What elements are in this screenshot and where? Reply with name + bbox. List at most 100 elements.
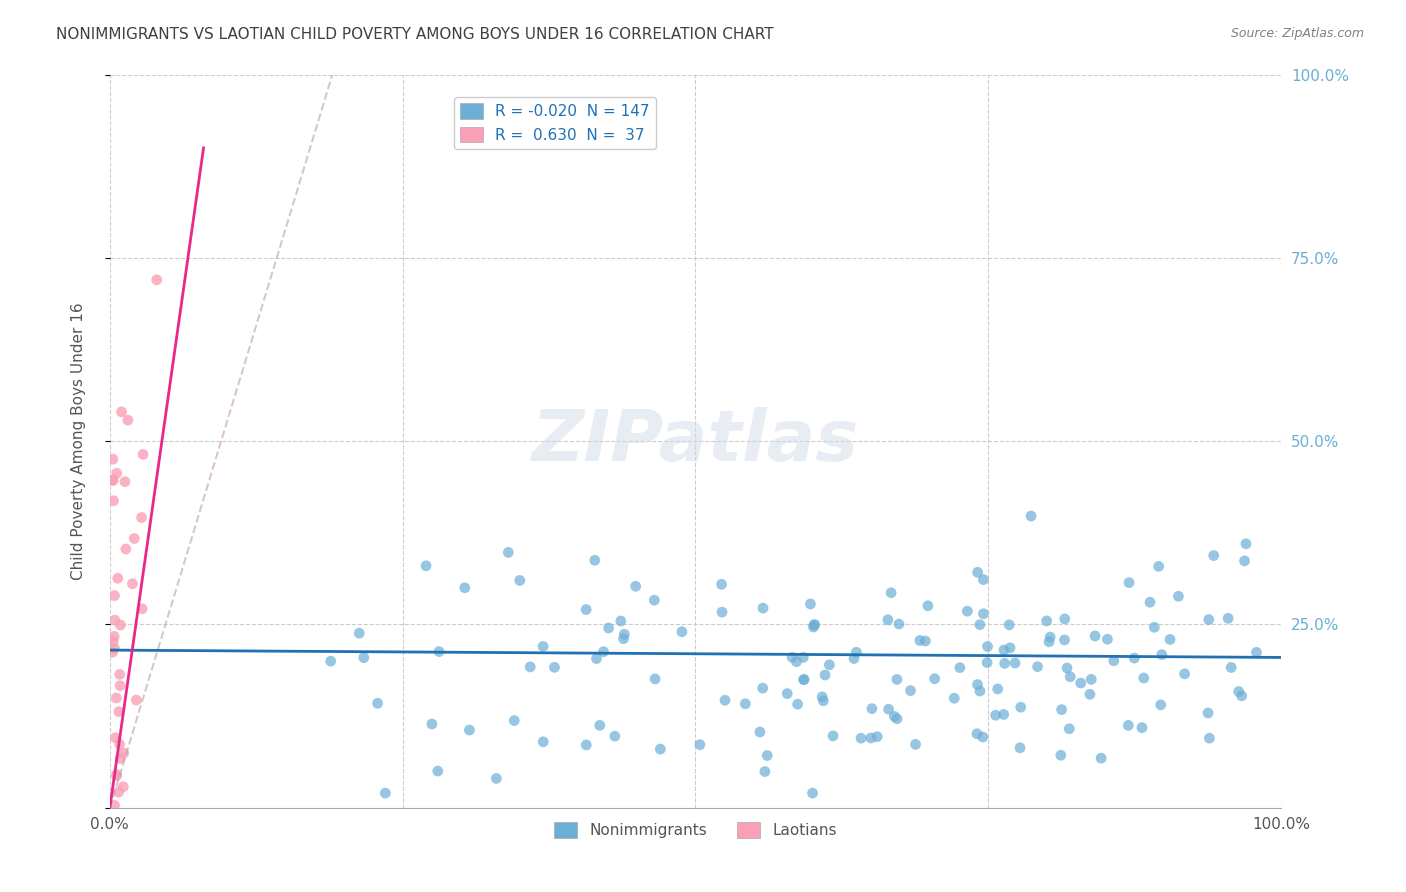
Point [598,621,620,635]
Point [908,633,931,648]
Point [994,657,1017,671]
Point [993,643,1015,657]
Point [792,650,814,665]
Point [426,764,449,778]
Point [101,452,124,467]
Point [966,677,988,691]
Point [1080,673,1102,687]
Point [132,447,155,461]
Point [1198,731,1220,746]
Point [107,785,129,799]
Point [531,640,554,654]
Point [866,730,889,744]
Point [112,746,135,760]
Point [531,735,554,749]
Point [943,691,966,706]
Point [1059,670,1081,684]
Point [1123,651,1146,665]
Point [1084,629,1107,643]
Point [714,693,737,707]
Text: NONIMMIGRANTS VS LAOTIAN CHILD POVERTY AMONG BOYS UNDER 16 CORRELATION CHART: NONIMMIGRANTS VS LAOTIAN CHILD POVERTY A… [56,27,773,42]
Point [1132,671,1154,685]
Point [145,273,167,287]
Point [966,727,988,741]
Point [612,632,634,646]
Point [1053,632,1076,647]
Point [1053,612,1076,626]
Point [603,729,626,743]
Point [900,683,922,698]
Point [101,473,124,487]
Point [814,668,837,682]
Point [103,641,125,656]
Point [592,645,614,659]
Point [114,475,136,489]
Point [125,693,148,707]
Point [131,510,153,524]
Point [110,405,132,419]
Point [984,708,1007,723]
Point [880,586,903,600]
Point [799,597,821,611]
Point [103,798,125,813]
Point [1198,613,1220,627]
Point [813,694,835,708]
Point [108,751,131,765]
Point [115,541,138,556]
Point [1035,614,1057,628]
Point [845,645,868,659]
Point [1234,537,1257,551]
Point [420,717,443,731]
Point [112,780,135,794]
Point [972,607,994,621]
Point [121,576,143,591]
Point [1218,611,1240,625]
Point [886,712,908,726]
Legend: Nonimmigrants, Laotians: Nonimmigrants, Laotians [548,816,844,844]
Point [454,581,477,595]
Point [754,764,776,779]
Point [103,589,125,603]
Point [1220,660,1243,674]
Point [1049,748,1071,763]
Point [519,660,541,674]
Point [108,667,131,681]
Point [998,618,1021,632]
Point [1056,661,1078,675]
Point [108,737,131,751]
Point [589,718,612,732]
Point [1150,698,1173,712]
Point [105,467,128,481]
Text: Source: ZipAtlas.com: Source: ZipAtlas.com [1230,27,1364,40]
Point [610,614,633,628]
Point [976,640,998,654]
Point [104,731,127,745]
Point [117,413,139,427]
Point [949,660,972,674]
Point [793,673,815,687]
Point [583,553,606,567]
Point [803,617,825,632]
Point [543,660,565,674]
Point [485,772,508,786]
Point [1039,630,1062,644]
Point [860,701,883,715]
Point [969,684,991,698]
Point [374,786,396,800]
Point [1139,595,1161,609]
Point [624,579,647,593]
Point [105,768,128,782]
Point [877,702,900,716]
Point [976,656,998,670]
Point [108,705,131,719]
Point [105,767,128,781]
Point [1070,676,1092,690]
Point [972,730,994,744]
Point [671,624,693,639]
Text: ZIPatlas: ZIPatlas [531,407,859,475]
Point [689,738,711,752]
Point [1078,687,1101,701]
Point [711,605,734,619]
Point [818,657,841,672]
Point [883,709,905,723]
